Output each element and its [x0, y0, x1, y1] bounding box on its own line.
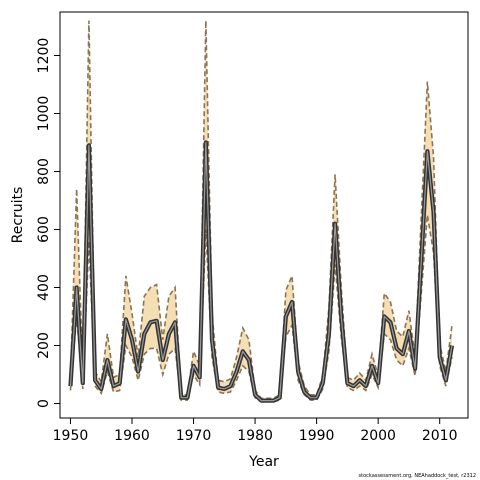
x-tick-label: 2010 [422, 428, 458, 444]
y-tick-label: 1200 [36, 38, 52, 74]
y-tick-label: 1000 [36, 96, 52, 132]
x-tick-label: 2000 [360, 428, 396, 444]
plot-frame [59, 11, 469, 419]
x-tick-label: 1990 [299, 428, 335, 444]
y-tick-label: 400 [36, 274, 52, 301]
x-tick-label: 1970 [176, 428, 212, 444]
x-tick-label: 1980 [237, 428, 273, 444]
series-lines-layer [68, 20, 455, 403]
x-tick-label: 1950 [53, 428, 89, 444]
y-tick-label: 600 [36, 216, 52, 243]
y-axis-title: Recruits [10, 187, 26, 244]
estimate-line [68, 140, 455, 403]
y-tick-label: 800 [36, 158, 52, 185]
x-axis: 1950 1960 1970 1980 1990 2000 2010 [53, 418, 458, 444]
x-axis-title: Year [248, 454, 279, 470]
y-tick-label: 0 [36, 399, 52, 408]
source-footnote: stockassessment.org, NEAhaddock_test, r2… [359, 473, 476, 479]
x-tick-label: 1960 [114, 428, 150, 444]
y-axis: 0 200 400 600 800 1000 1200 [36, 38, 60, 408]
y-tick-label: 200 [36, 332, 52, 359]
estimate-line-highlight [69, 141, 453, 402]
